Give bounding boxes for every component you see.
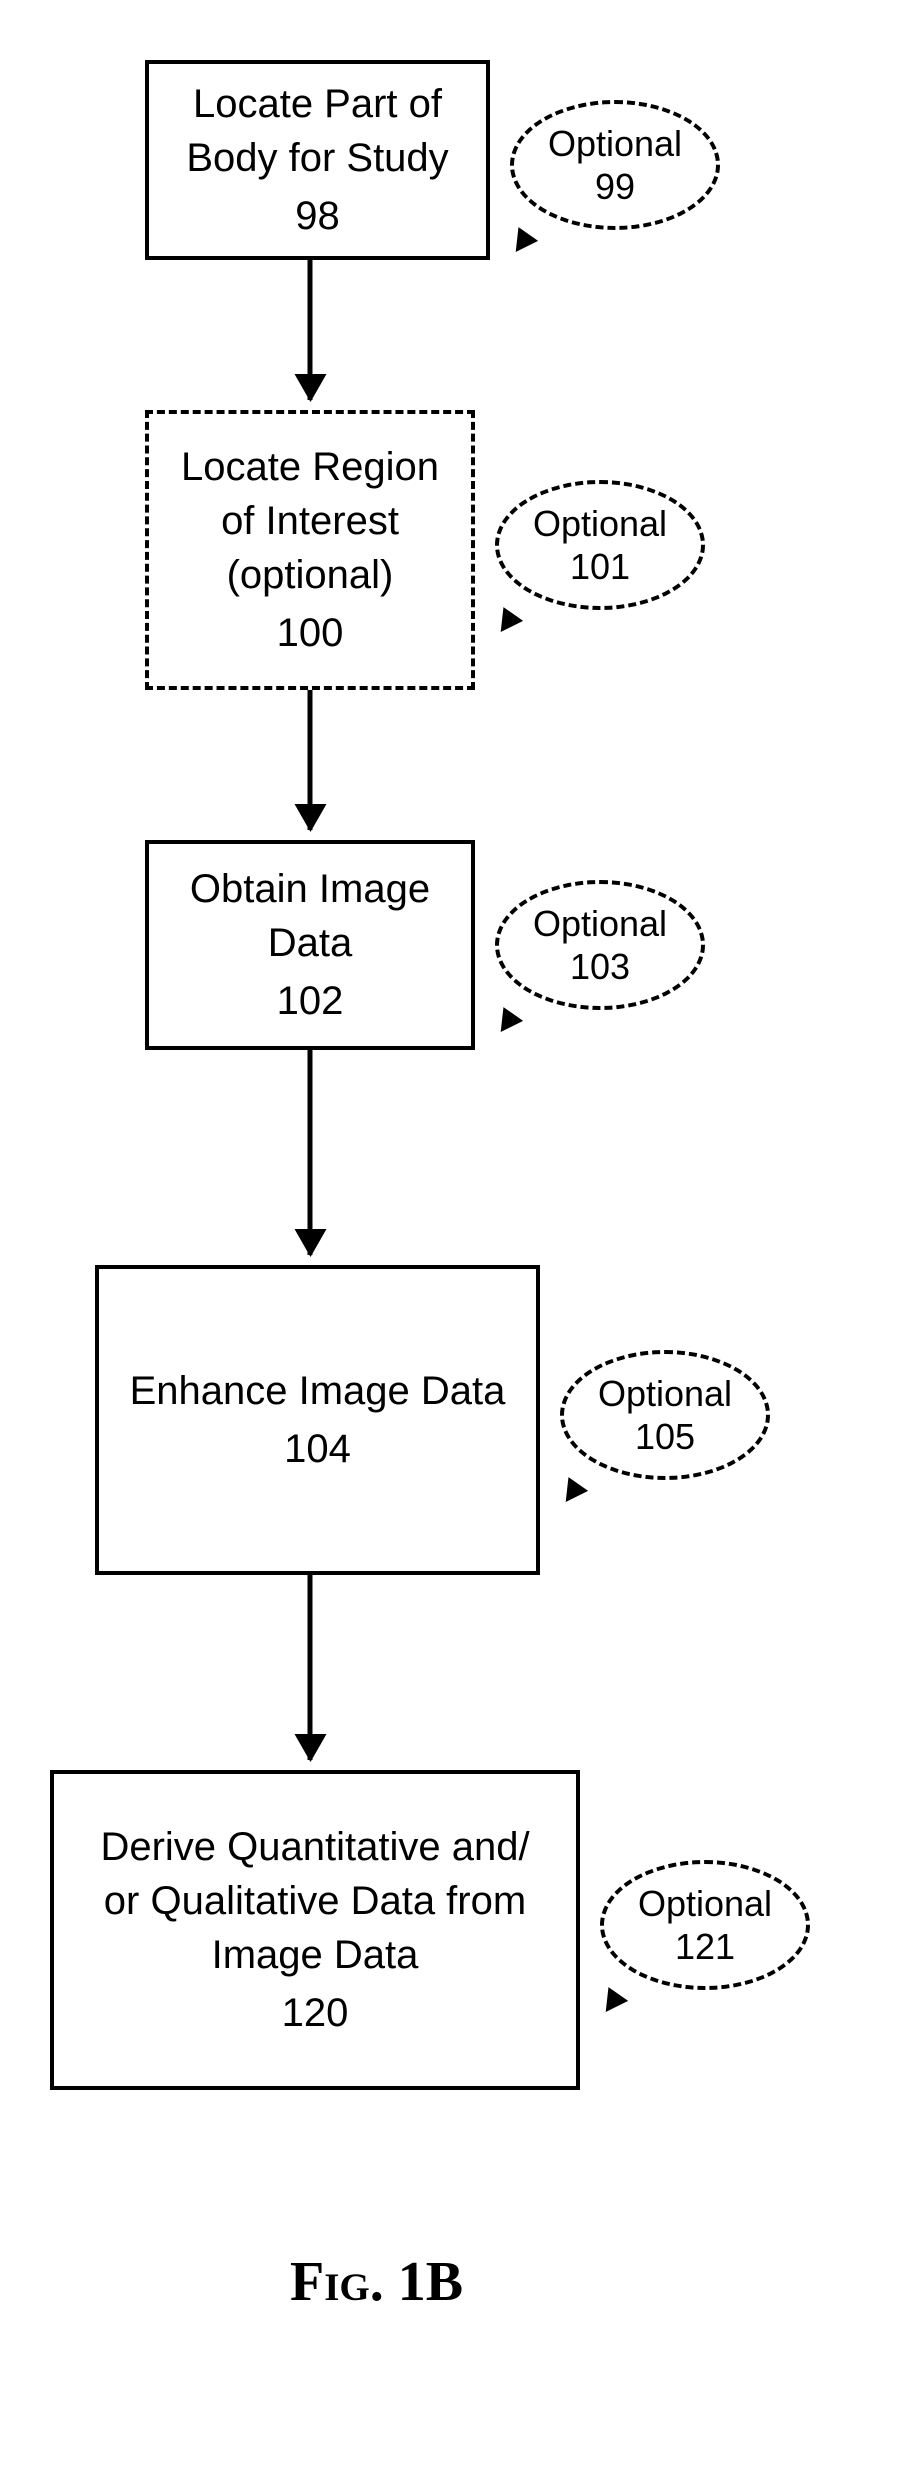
arrow-down [308,1050,313,1255]
arrow-down [308,690,313,830]
optional-label: Optional [533,902,667,945]
node-number: 120 [282,1986,349,2040]
optional-number: 103 [570,945,630,988]
node-label: Locate Part of Body for Study [186,77,448,185]
node-number: 102 [277,974,344,1028]
node-obtain-image: Obtain Image Data 102 [145,840,475,1050]
node-derive-data: Derive Quantitative and/ or Qualitative … [50,1770,580,2090]
node-label: Derive Quantitative and/ or Qualitative … [100,1820,529,1982]
loop-arrow-icon [506,227,538,259]
node-label: Locate Region of Interest (optional) [181,440,439,602]
node-label: Enhance Image Data [130,1364,506,1418]
loop-arrow-icon [596,1987,628,2019]
flowchart-container: Locate Part of Body for Study 98 Optiona… [0,50,919,2400]
loop-arrow-icon [491,607,523,639]
figure-caption: Fig. 1B [290,2250,463,2314]
arrow-down [308,260,313,400]
optional-number: 105 [635,1415,695,1458]
node-number: 100 [277,606,344,660]
optional-103: Optional 103 [495,880,705,1010]
optional-99: Optional 99 [510,100,720,230]
arrow-down [308,1575,313,1760]
node-number: 98 [295,189,340,243]
node-label: Obtain Image Data [190,862,430,970]
optional-label: Optional [548,122,682,165]
optional-label: Optional [533,502,667,545]
node-number: 104 [284,1422,351,1476]
node-locate-body: Locate Part of Body for Study 98 [145,60,490,260]
optional-number: 99 [595,165,635,208]
optional-101: Optional 101 [495,480,705,610]
node-locate-roi: Locate Region of Interest (optional) 100 [145,410,475,690]
loop-arrow-icon [491,1007,523,1039]
optional-121: Optional 121 [600,1860,810,1990]
optional-label: Optional [598,1372,732,1415]
optional-label: Optional [638,1882,772,1925]
optional-number: 121 [675,1925,735,1968]
optional-number: 101 [570,545,630,588]
optional-105: Optional 105 [560,1350,770,1480]
loop-arrow-icon [556,1477,588,1509]
node-enhance-image: Enhance Image Data 104 [95,1265,540,1575]
